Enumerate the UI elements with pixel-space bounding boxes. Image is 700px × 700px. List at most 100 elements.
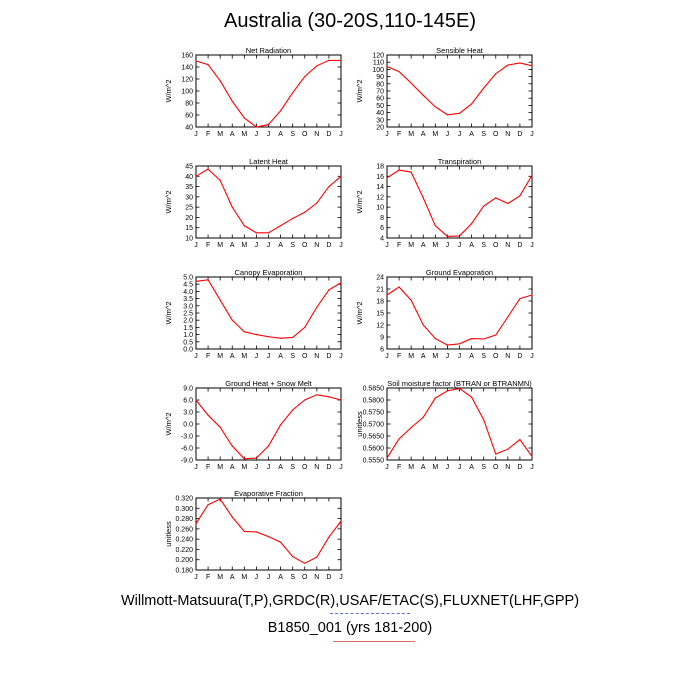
data-point — [195, 60, 197, 62]
x-tick-label: S — [481, 464, 486, 471]
x-tick-label: D — [517, 464, 522, 471]
y-tick-label: 30 — [376, 117, 384, 124]
data-point — [398, 286, 400, 288]
x-tick-label: A — [469, 242, 474, 249]
data-point — [243, 458, 245, 460]
series-line — [195, 498, 342, 564]
data-point — [279, 225, 282, 227]
x-tick-label: A — [278, 131, 283, 138]
data-point — [255, 232, 258, 234]
data-point — [519, 298, 521, 300]
data-point — [267, 232, 270, 234]
y-tick-label: 0.300 — [175, 506, 193, 513]
x-tick-label: F — [397, 353, 401, 360]
plot-frame — [195, 497, 342, 571]
data-point — [316, 556, 318, 558]
x-tick-label: A — [421, 242, 426, 249]
data-point — [483, 87, 485, 89]
x-tick-label: N — [314, 242, 319, 249]
y-tick-label: 0.5550 — [363, 458, 385, 465]
data-point — [507, 202, 509, 205]
y-axis-label: W/m^2 — [164, 190, 173, 213]
chart-panel: Canopy Evaporation W/m^2 0.00.51.01.52.02.… — [164, 268, 343, 360]
data-point — [243, 530, 245, 533]
x-tick-label: N — [314, 574, 319, 581]
x-tick-label: M — [217, 353, 223, 360]
y-tick-label: 6.0 — [183, 398, 193, 405]
data-point — [195, 523, 197, 525]
data-point — [531, 294, 533, 296]
data-point — [267, 535, 270, 538]
data-point — [386, 457, 388, 459]
data-point — [328, 185, 330, 188]
plot-frame — [195, 54, 342, 128]
x-tick-label: F — [206, 464, 210, 471]
series-line — [195, 394, 342, 460]
y-tick-label: 120 — [372, 53, 384, 60]
x-tick-label: S — [481, 353, 486, 360]
x-tick-label: N — [505, 131, 510, 138]
data-point — [255, 126, 258, 128]
data-point — [507, 316, 509, 318]
y-tick-label: 90 — [376, 74, 384, 81]
data-point — [219, 498, 221, 500]
x-tick-label: A — [278, 353, 283, 360]
panel-title: Ground Heat + Snow Melt — [225, 379, 312, 388]
x-tick-label: M — [217, 574, 223, 581]
data-point — [434, 397, 436, 399]
chart-panel: Evaporative Fraction unitless 0.180 0.200 0.… — [164, 489, 343, 581]
data-point — [398, 438, 400, 440]
y-tick-label: 16 — [376, 174, 384, 181]
x-tick-label: D — [326, 464, 331, 471]
y-tick-label: 21 — [376, 287, 384, 294]
x-tick-label: M — [432, 464, 438, 471]
x-tick-label: D — [326, 353, 331, 360]
data-point — [519, 439, 521, 441]
data-point — [386, 294, 388, 296]
y-tick-label: 35 — [185, 184, 193, 191]
y-tick-label: 12 — [376, 323, 384, 330]
data-point — [304, 211, 306, 213]
y-tick-label: 0.180 — [175, 568, 193, 575]
x-tick-label: O — [493, 353, 499, 360]
x-tick-label: J — [194, 353, 198, 360]
y-tick-label: 10 — [376, 205, 384, 212]
data-point — [316, 65, 318, 67]
x-tick-label: D — [517, 131, 522, 138]
chart-panel: Sensible Heat W/m^2 2030405060708090100110… — [355, 46, 534, 138]
data-point — [458, 387, 461, 390]
data-point — [495, 453, 497, 455]
x-tick-label: J — [458, 131, 462, 138]
x-tick-label: M — [408, 131, 414, 138]
data-point — [458, 343, 461, 345]
data-point — [292, 217, 294, 220]
data-point — [219, 179, 221, 181]
x-tick-label: A — [278, 574, 283, 581]
x-tick-label: J — [458, 353, 462, 360]
data-point — [328, 396, 330, 398]
y-tick-label: 4.0 — [183, 289, 193, 296]
y-axis-label: W/m^2 — [355, 79, 364, 102]
data-point — [231, 516, 233, 518]
x-tick-label: J — [339, 574, 343, 581]
x-tick-label: J — [255, 242, 259, 249]
x-tick-label: J — [530, 131, 534, 138]
x-tick-label: J — [255, 464, 259, 471]
y-tick-label: 0.240 — [175, 537, 193, 544]
data-point — [410, 171, 412, 173]
x-tick-label: N — [314, 464, 319, 471]
data-point — [231, 319, 233, 321]
data-point — [207, 414, 209, 416]
data-point — [507, 64, 509, 66]
x-tick-label: A — [230, 242, 235, 249]
x-tick-label: O — [302, 242, 308, 249]
data-point — [410, 427, 412, 429]
data-point — [255, 334, 258, 336]
data-point — [243, 225, 245, 227]
plot-frame — [195, 387, 342, 461]
x-tick-label: J — [339, 242, 343, 249]
y-tick-label: 1.0 — [183, 332, 193, 339]
data-point — [304, 562, 306, 564]
x-tick-label: S — [481, 242, 486, 249]
data-point — [279, 541, 282, 543]
